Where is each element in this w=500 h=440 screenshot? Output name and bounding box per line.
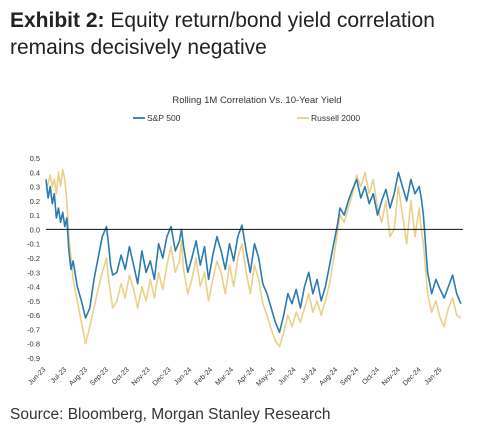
y-tick-label: -0.7 [27,325,40,334]
x-tick-label: Oct-24 [361,366,381,386]
series-line [45,168,462,348]
y-tick-label: 0.3 [30,183,40,192]
source-note: Source: Bloomberg, Morgan Stanley Resear… [10,406,331,423]
y-tick-label: -0.3 [27,268,40,277]
y-tick-label: 0.0 [30,225,40,234]
x-tick-label: Jan-24 [173,366,193,386]
y-tick-label: -0.6 [27,311,40,320]
x-tick-label: Mar-24 [214,366,235,387]
x-tick-label: Jun-24 [278,366,298,386]
x-tick-label: Dec-23 [152,366,173,387]
chart-legend: S&P 500 Russell 2000 [133,113,360,123]
chart-title: Rolling 1M Correlation Vs. 10-Year Yield [172,95,341,106]
series-line [45,171,462,334]
x-tick-label: Dec-24 [402,366,423,387]
y-tick-label: -0.9 [27,354,40,363]
x-tick-label: Jul-24 [300,366,319,385]
x-tick-label: Nov-23 [131,366,152,387]
x-tick-label: Jan-25 [423,366,443,386]
y-tick-label: 0.5 [30,154,40,163]
y-tick-label: 0.1 [30,211,40,220]
x-tick-label: Aug-23 [68,366,89,387]
x-tick-label: Jul-23 [50,366,69,385]
x-tick-label: Jun-23 [27,366,47,386]
x-tick-label: Nov-24 [381,366,402,387]
y-tick-label: -0.5 [27,297,40,306]
y-tick-label: 0.2 [30,197,40,206]
y-tick-label: 0.4 [30,168,40,177]
y-tick-label: -0.2 [27,254,40,263]
y-tick-label: -0.8 [27,340,40,349]
x-tick-label: Feb-24 [194,366,215,387]
exhibit-title: Equity return/bond yield correlation rem… [10,9,435,59]
x-tick-label: Aug-24 [318,366,339,387]
y-tick-label: -0.4 [27,283,40,292]
x-tick-label: Sep-24 [339,366,360,387]
exhibit-label: Exhibit 2: [10,9,105,32]
y-tick-label: -0.1 [27,240,40,249]
legend-label: Russell 2000 [311,113,360,123]
x-tick-label: Sep-23 [89,366,110,387]
x-tick-label: Oct-23 [111,366,131,386]
legend-label: S&P 500 [147,113,181,123]
chart-series [45,168,463,348]
exhibit-heading: Exhibit 2: Equity return/bond yield corr… [10,7,490,61]
x-tick-label: May-24 [255,366,277,388]
x-tick-label: Apr-24 [236,366,256,386]
